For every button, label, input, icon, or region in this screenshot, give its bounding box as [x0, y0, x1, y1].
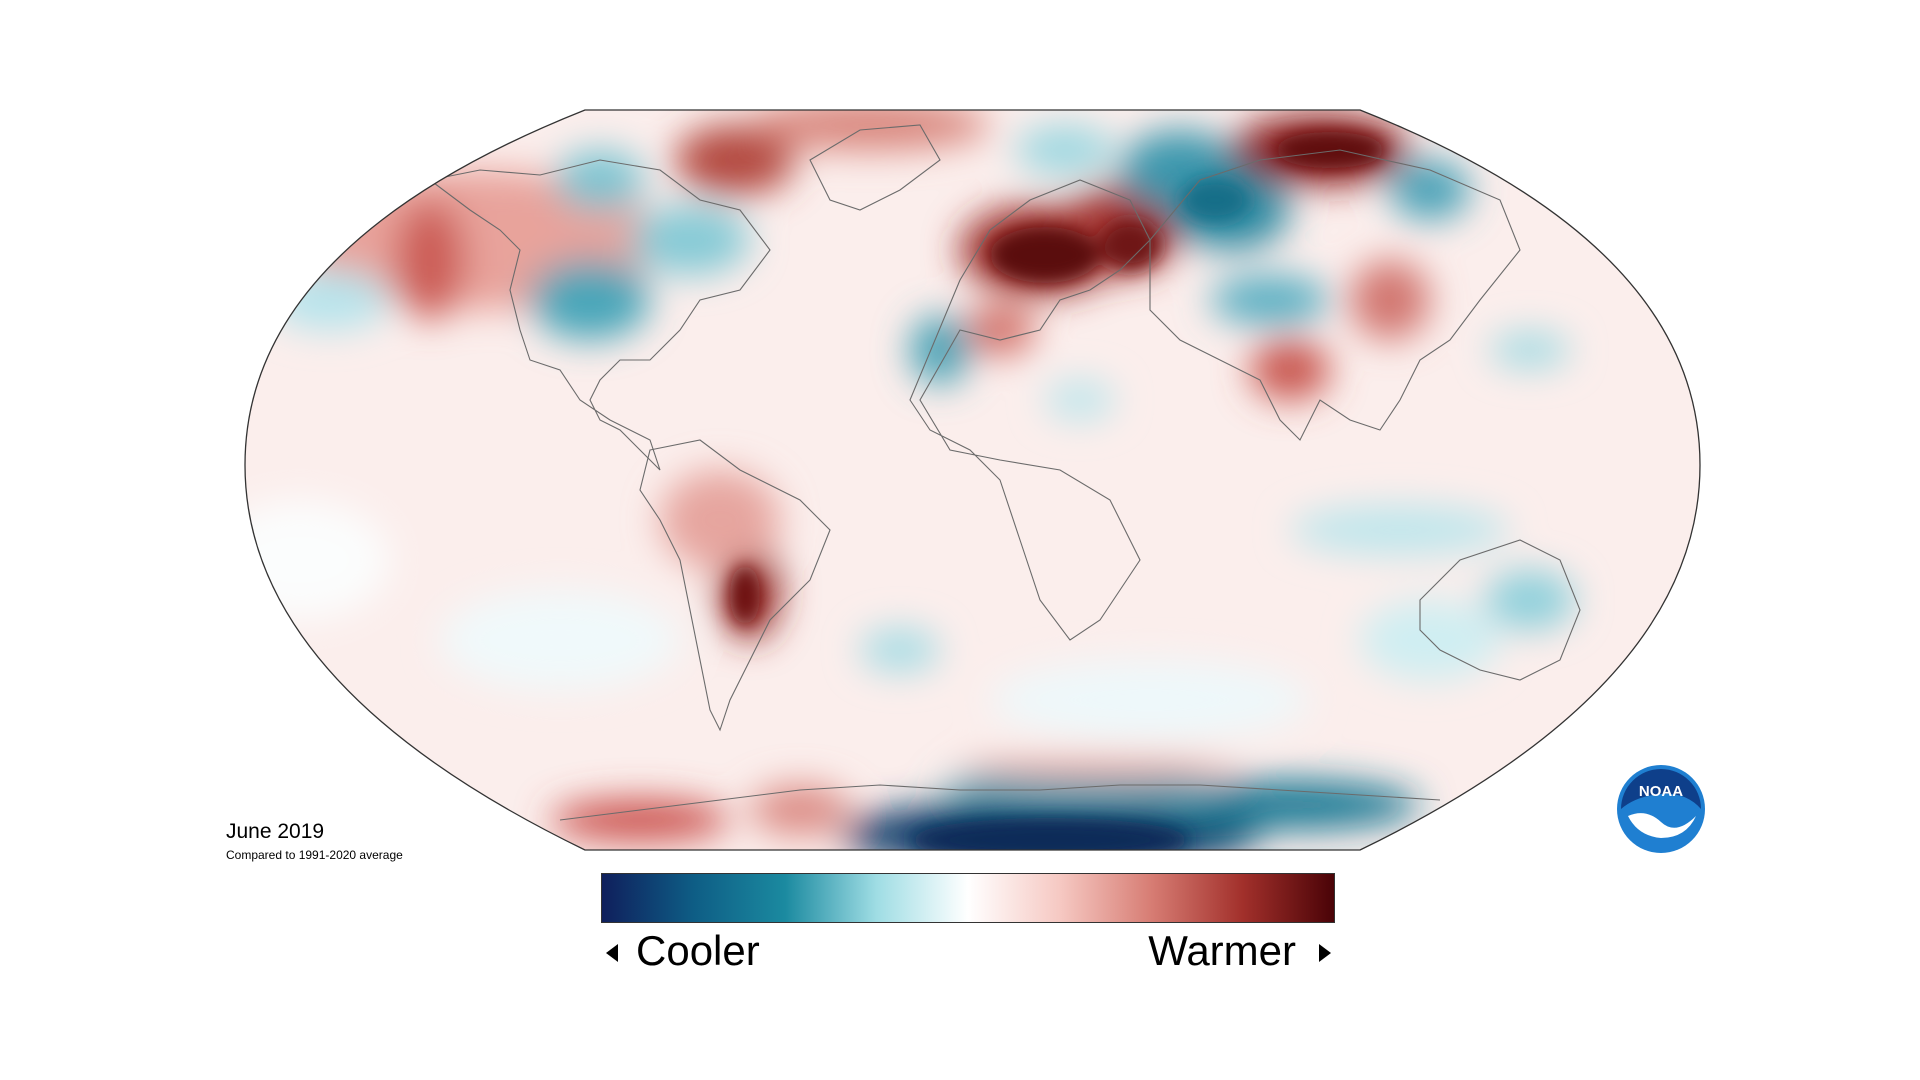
map-date: June 2019: [226, 820, 325, 843]
noaa-logo-icon: NOAA: [1617, 765, 1705, 853]
temperature-colorbar: [601, 873, 1335, 923]
warmer-label: Warmer: [1148, 927, 1296, 974]
left-arrow-icon: [606, 944, 618, 962]
logo-bird: [1628, 813, 1696, 838]
anomaly-field: [245, 110, 1700, 850]
antarctica-outline: [559, 784, 1441, 821]
europe-africa-outline: [909, 179, 1151, 641]
right-arrow-icon: [1319, 944, 1331, 962]
north-america-outline: [428, 159, 771, 471]
cooler-label: Cooler: [636, 927, 760, 974]
anomaly-cores: [730, 132, 1385, 850]
asia-outline: [1149, 149, 1521, 441]
greenland-outline: [809, 124, 941, 211]
logo-text: NOAA: [1639, 783, 1683, 800]
coastlines: [428, 124, 1581, 821]
australia-outline: [1419, 539, 1581, 681]
map-baseline-note: Compared to 1991-2020 average: [226, 848, 403, 862]
south-america-outline: [639, 439, 831, 732]
globe-outline: [244, 109, 1701, 851]
logo-top-band: [1621, 769, 1701, 809]
